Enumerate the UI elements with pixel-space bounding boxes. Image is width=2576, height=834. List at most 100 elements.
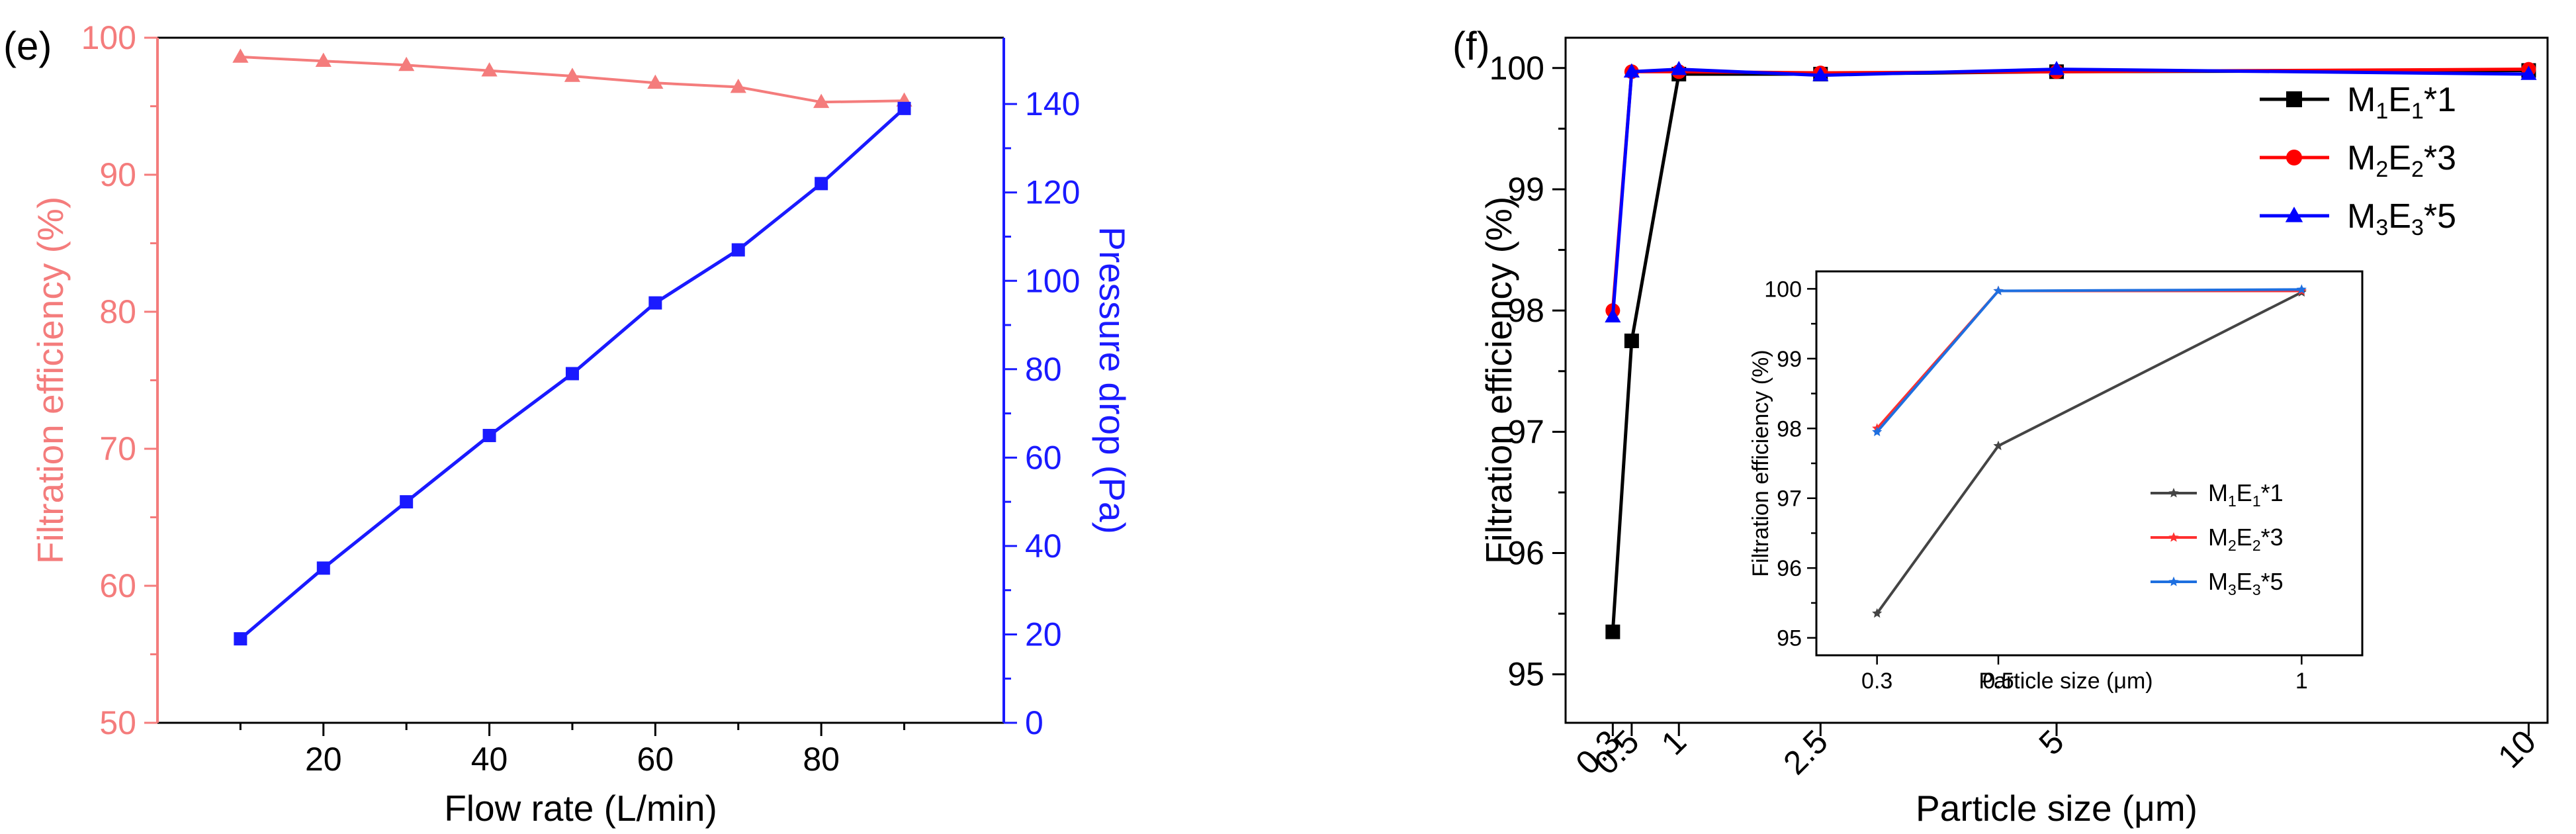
data-point <box>2048 60 2065 75</box>
y-right-tick-label: 120 <box>1025 174 1080 211</box>
y-tick-label: 96 <box>1507 535 1544 572</box>
data-point <box>481 62 498 77</box>
inset-frame <box>1815 270 2364 657</box>
inset-legend-marker <box>2168 532 2179 542</box>
x-tick-label: 5 <box>2032 723 2071 762</box>
legend-text: M <box>2208 568 2228 595</box>
legend-text: *3 <box>2424 139 2456 177</box>
legend-marker <box>2286 150 2302 165</box>
data-point <box>2520 66 2537 80</box>
data-point <box>813 93 830 109</box>
legend-subscript: 2 <box>2228 537 2237 554</box>
inset-x-axis-label: Particle size (μm) <box>1978 669 2153 694</box>
y-right-tick-label: 80 <box>1025 351 1062 388</box>
legend-label: M3E3*5 <box>2347 197 2456 240</box>
x-tick-label: 60 <box>637 741 674 778</box>
data-point <box>1605 308 1621 323</box>
data-point <box>234 632 247 646</box>
inset-series <box>1872 284 2307 436</box>
inset-data-point <box>2296 284 2307 294</box>
data-point <box>730 78 746 93</box>
legend-text: E <box>2237 479 2252 506</box>
legend-subscript: 3 <box>2376 215 2388 240</box>
legend-text: *1 <box>2424 81 2456 119</box>
data-point <box>565 367 579 381</box>
y-axis-label: Filtration efficiency (%) <box>1478 197 1519 564</box>
legend-text: E <box>2388 139 2411 177</box>
y-left-tick-label: 90 <box>99 156 136 193</box>
series-line <box>1611 68 2529 317</box>
inset-chart: 0.3 0.5 1 95 96 97 98 99 100 Particle size (μm) Fi… <box>1748 270 2364 694</box>
y-left-axis-label: Filtration efficiency (%) <box>30 197 71 564</box>
inset-x-tick-label: 1 <box>2295 669 2308 694</box>
series-pressure-drop <box>234 101 911 646</box>
y-left-tick-label: 70 <box>99 430 136 467</box>
panel-f: 0.3 0.5 1 2.5 5 10 95 96 97 98 99 100 Particle size … <box>1452 24 2549 829</box>
y-left-tick-label: 50 <box>99 704 136 741</box>
legend-text: *3 <box>2261 524 2284 551</box>
legend-marker <box>2285 207 2303 222</box>
data-point <box>482 428 496 442</box>
legend-subscript: 2 <box>2376 157 2388 182</box>
y-right-tick-label: 140 <box>1025 85 1080 122</box>
y-right-tick-label: 40 <box>1025 528 1062 565</box>
inset-data-point <box>1872 608 1883 618</box>
data-point <box>316 561 330 575</box>
data-point <box>815 177 828 191</box>
legend-text: M <box>2347 81 2376 119</box>
inset-x-tick-label: 0.3 <box>1861 669 1892 694</box>
x-tick-label: 40 <box>471 741 508 778</box>
y-tick-label: 98 <box>1507 292 1544 329</box>
legend-text: M <box>2347 197 2376 236</box>
panel-e: 20 40 60 80 50 60 70 80 90 100 0 20 40 60 80 100 120 140 F… <box>3 19 1133 829</box>
legend-text: E <box>2388 197 2411 236</box>
y-right-axis-label: Pressure drop (Pa) <box>1092 226 1133 534</box>
inset-data-point <box>1993 440 2004 451</box>
data-point <box>564 68 581 82</box>
legend-text: E <box>2237 524 2252 551</box>
legend-subscript: 1 <box>2252 492 2261 510</box>
data-point <box>232 48 249 63</box>
legend-label: M2E2*3 <box>2347 139 2456 182</box>
series-efficiency <box>232 48 912 109</box>
x-tick-label: 2.5 <box>1776 723 1835 782</box>
x-axis-label: Particle size (μm) <box>1916 788 2198 829</box>
legend-subscript: 1 <box>2228 492 2237 510</box>
data-point <box>647 74 664 89</box>
inset-legend-marker <box>2168 577 2179 586</box>
y-tick-label: 95 <box>1507 656 1544 693</box>
inset-legend-label: M1E1*1 <box>2208 479 2284 510</box>
y-left-tick-label: 60 <box>99 567 136 604</box>
panel-label: (e) <box>3 24 52 68</box>
inset-legend-marker <box>2168 488 2179 498</box>
inset-y-tick-label: 97 <box>1777 486 1802 512</box>
legend-text: M <box>2208 524 2228 551</box>
data-point <box>1812 67 1829 81</box>
y-right-tick-label: 60 <box>1025 439 1062 476</box>
legend-subscript: 1 <box>2411 99 2424 124</box>
legend-text: M <box>2208 479 2228 506</box>
x-tick-label: 10 <box>2491 723 2543 775</box>
y-tick-label: 100 <box>1489 50 1544 87</box>
series-m3e3-5 <box>1605 60 2537 323</box>
data-point <box>398 56 415 71</box>
legend-text: E <box>2237 568 2252 595</box>
x-tick-label: 20 <box>305 741 342 778</box>
x-tick-label: 1 <box>1654 723 1693 762</box>
inset-legend-label: M3E3*5 <box>2208 568 2284 598</box>
legend-text: *5 <box>2424 197 2456 236</box>
inset-data-point <box>1872 426 1883 436</box>
inset-y-tick-label: 96 <box>1777 556 1802 581</box>
legend-text: E <box>2388 81 2411 119</box>
data-point <box>400 495 414 509</box>
data-point <box>1623 63 1640 78</box>
y-tick-label: 99 <box>1507 171 1544 208</box>
x-tick-label: 80 <box>803 741 840 778</box>
y-left-tick-label: 100 <box>81 19 136 56</box>
legend-text: *1 <box>2261 479 2284 506</box>
legend-text: *5 <box>2261 568 2284 595</box>
data-point <box>1624 333 1639 348</box>
inset-y-tick-label: 99 <box>1777 347 1802 372</box>
